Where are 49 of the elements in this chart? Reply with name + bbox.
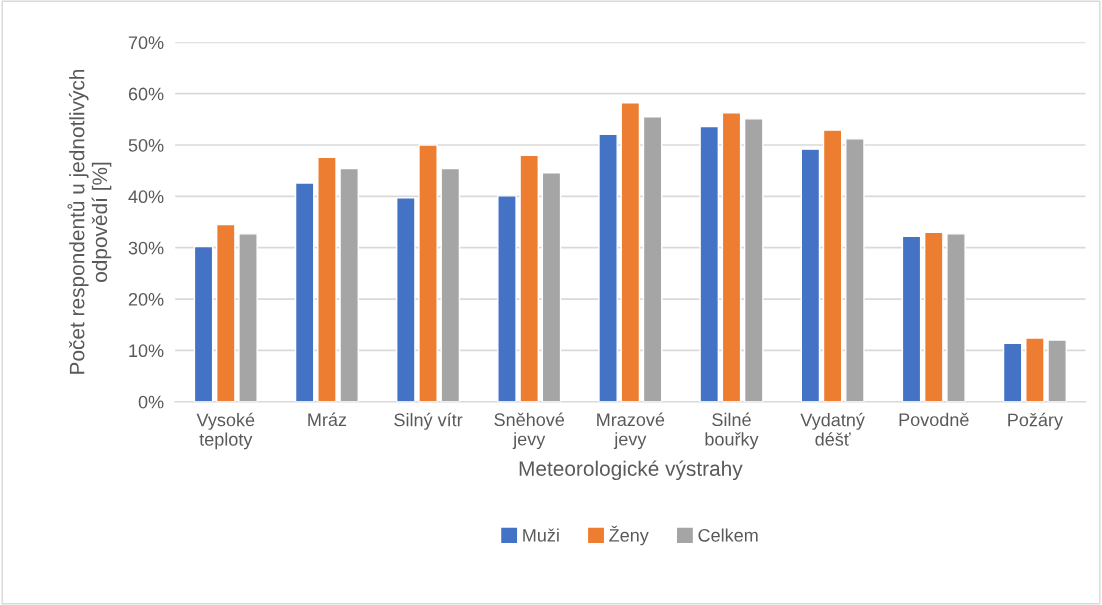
bar — [440, 167, 461, 402]
x-tick-label: Silný vítr — [394, 412, 463, 430]
bar — [317, 156, 337, 402]
bar — [946, 233, 966, 402]
y-tick-label: 40% — [128, 190, 164, 204]
y-tick-label: 0% — [138, 395, 164, 409]
bar — [1002, 342, 1023, 402]
legend-label: Celkem — [698, 528, 758, 542]
bar — [1025, 337, 1045, 402]
bar — [901, 235, 922, 402]
y-tick-label: 70% — [128, 36, 164, 50]
x-tick-label: Sněhové jevy — [494, 412, 565, 450]
bar — [845, 138, 865, 402]
bar — [923, 231, 944, 402]
x-tick-label: Vydatný déšť — [800, 412, 865, 446]
bar — [541, 172, 562, 402]
bar — [418, 144, 438, 402]
y-tick-label: 50% — [128, 138, 164, 152]
bar — [800, 148, 821, 402]
x-tick-label: Mrazové jevy — [597, 412, 665, 450]
bar — [699, 125, 720, 402]
bar — [598, 133, 618, 402]
x-tick-label: Mráz — [308, 412, 347, 427]
bar — [396, 197, 416, 402]
x-tick-label: Požáry — [1008, 412, 1063, 430]
bar — [721, 111, 742, 402]
bar — [620, 102, 641, 402]
bar — [497, 195, 517, 402]
legend-label: Ženy — [609, 525, 649, 546]
legend-label: Muži — [523, 528, 559, 542]
bar — [238, 233, 258, 402]
bar — [1047, 339, 1067, 402]
bar — [193, 245, 214, 402]
x-axis-title: Meteorologické výstrahy — [519, 460, 743, 481]
y-tick-label: 30% — [128, 241, 164, 255]
x-tick-label: Povodně — [899, 412, 969, 427]
bar — [519, 154, 540, 402]
y-tick-label: 10% — [129, 344, 164, 358]
bar — [743, 118, 764, 402]
bar — [339, 167, 359, 402]
y-tick-label: 20% — [128, 292, 164, 306]
bar — [642, 116, 663, 402]
y-tick-label: 60% — [128, 87, 164, 101]
bar — [215, 223, 236, 402]
x-tick-label: Silné bouřky — [705, 412, 759, 450]
bar — [294, 182, 315, 402]
y-axis-title: Počet respondentů u jednotlivých odpovědí [%] — [67, 69, 112, 374]
x-tick-label: Vysoké teploty — [196, 412, 255, 450]
bar — [822, 129, 843, 402]
